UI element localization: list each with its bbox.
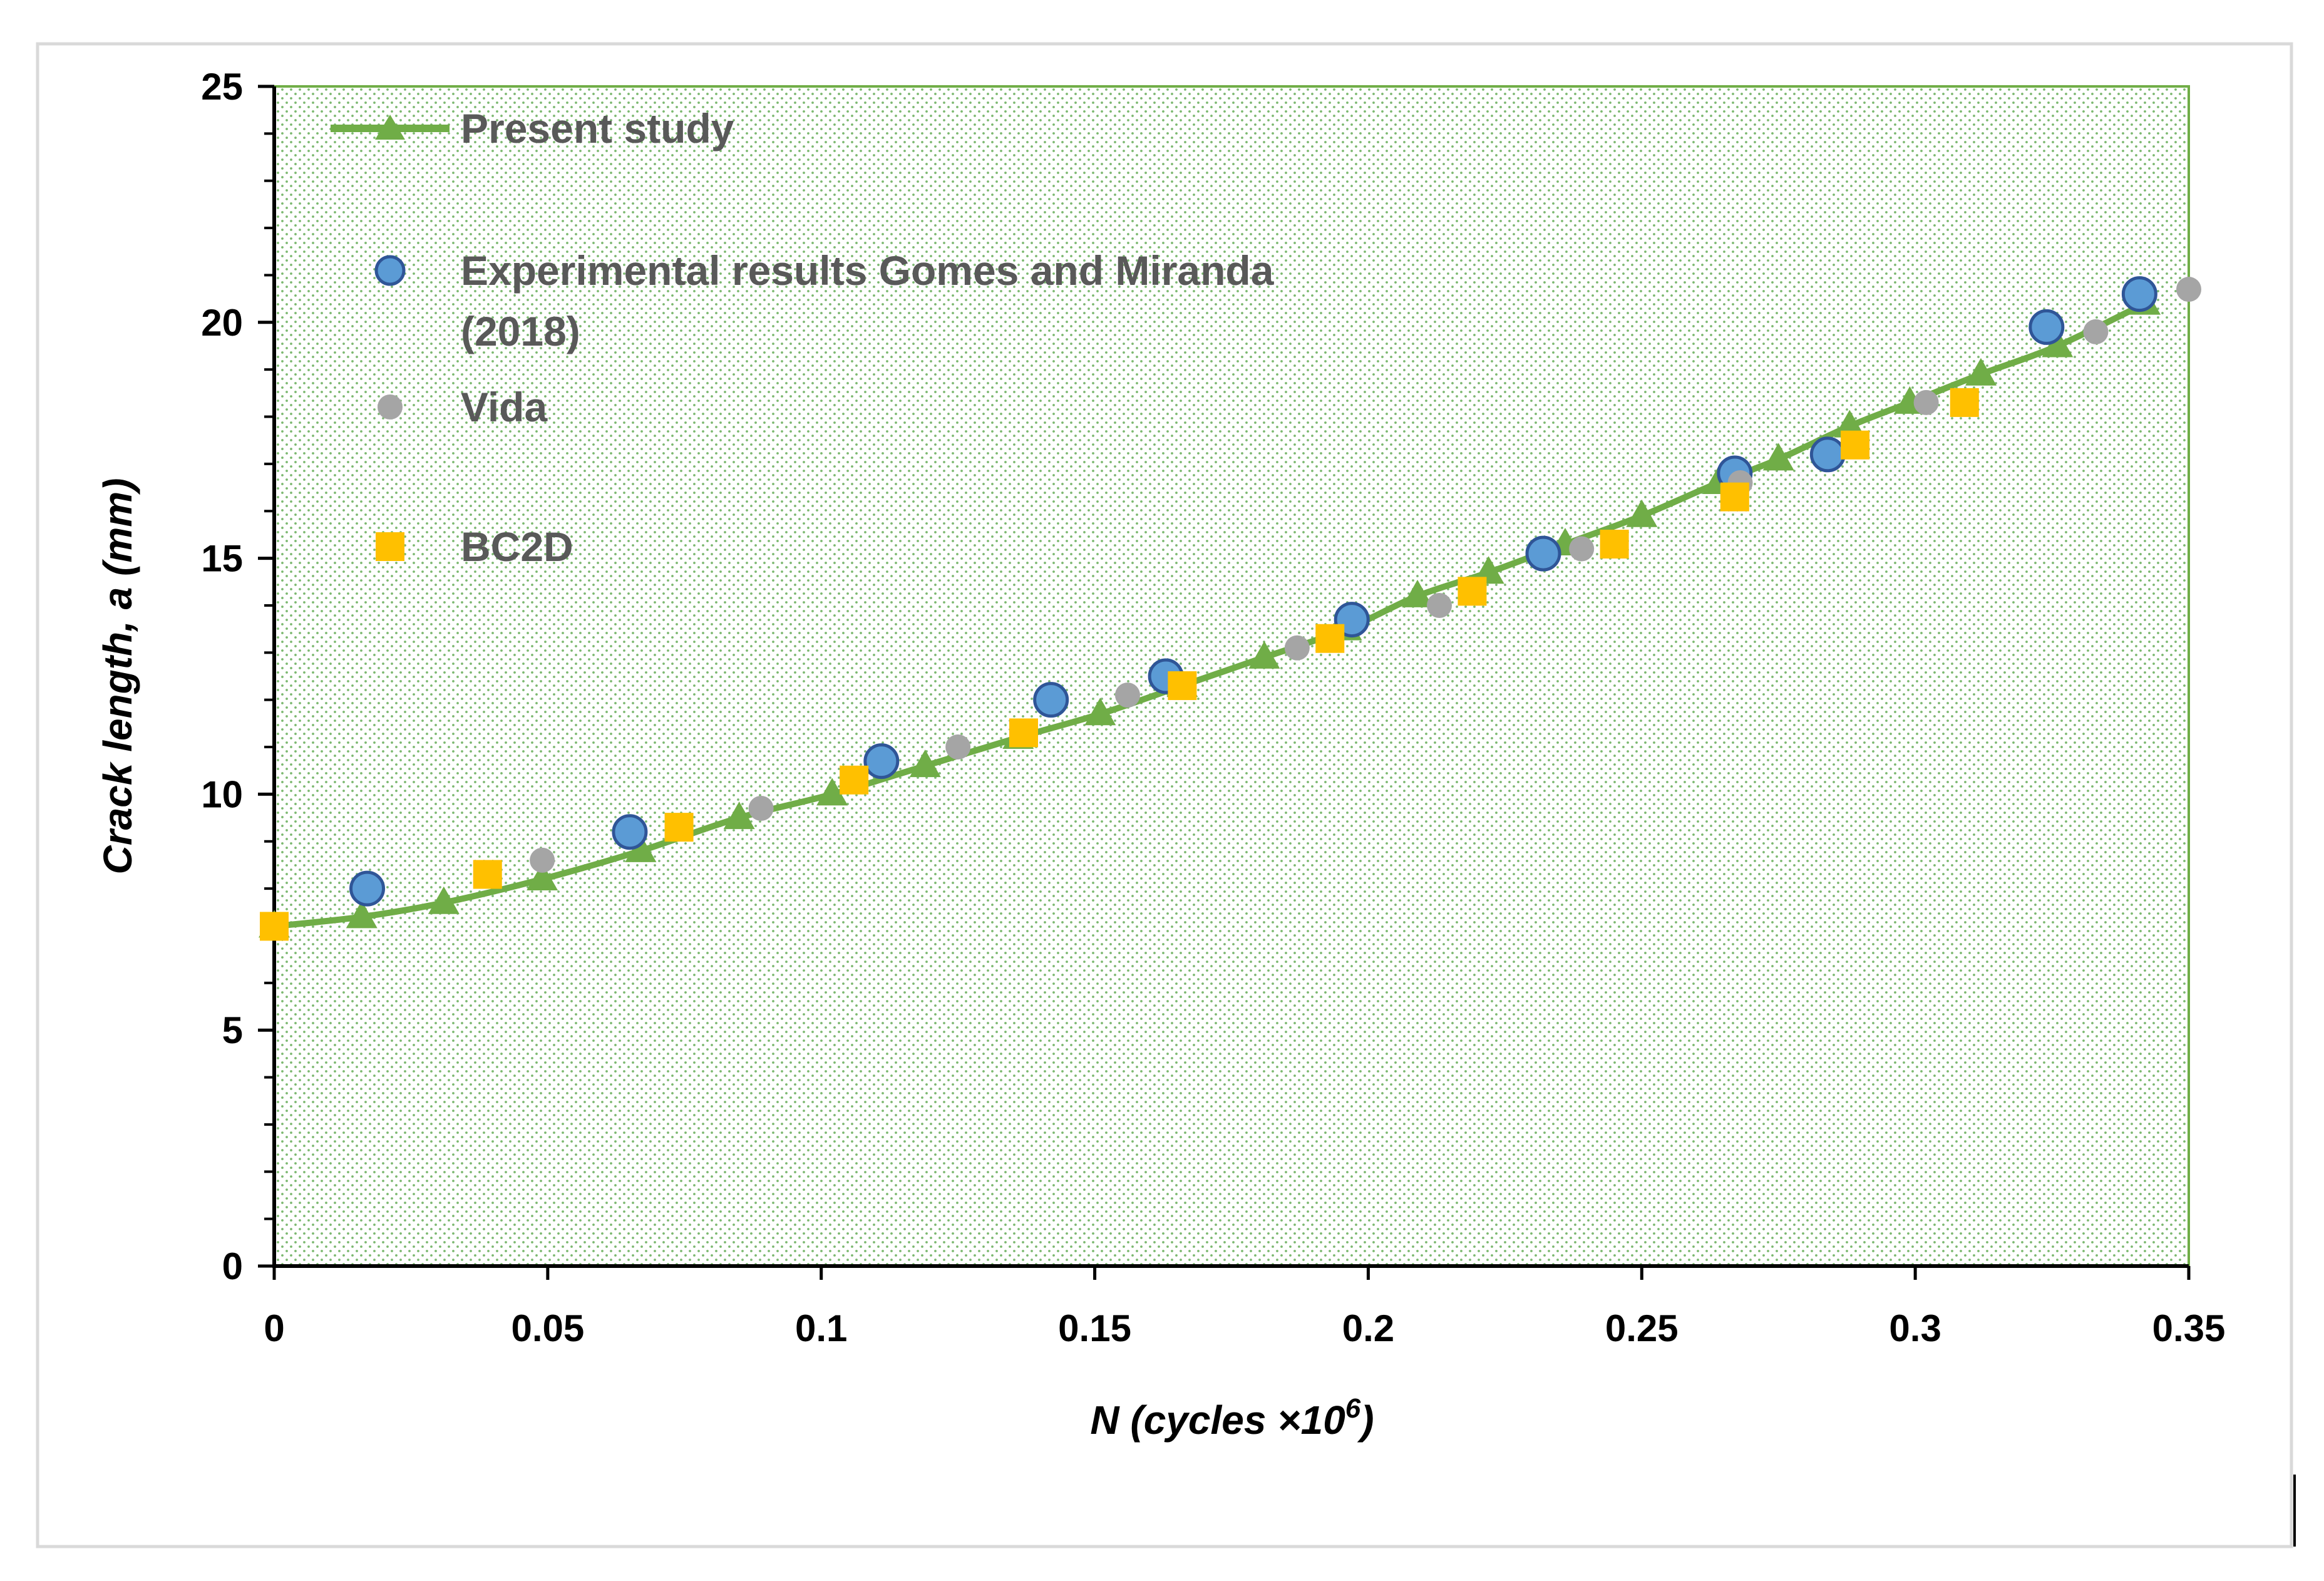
vida-point [1913, 389, 1939, 415]
vida-point [748, 796, 774, 821]
present-study-point [723, 801, 755, 830]
vida-point [2176, 277, 2201, 302]
present-study-point [1834, 409, 1866, 438]
y-axis-title: Crack length, a (mm) [95, 478, 140, 874]
present-study-point [1248, 641, 1280, 669]
vida-point [2083, 319, 2109, 344]
bc2d-point [1950, 388, 1979, 417]
present-study-point [1965, 358, 1997, 386]
legend-label-vida: Vida [461, 384, 548, 430]
x-tick-label: 0 [264, 1307, 284, 1349]
x-tick-label: 0.2 [1342, 1307, 1394, 1349]
legend-triangle-marker [375, 115, 405, 140]
y-tick-label: 25 [201, 66, 243, 108]
vida-point [945, 734, 971, 760]
experimental-point [612, 814, 648, 850]
legend-circle-marker [374, 255, 406, 286]
x-axis-ticks: 0 0.05 0.1 0.15 0.2 0.25 0.3 0.35 [264, 1266, 2225, 1349]
present-study-point [1762, 443, 1794, 471]
present-study-point [625, 834, 657, 862]
vida-point [1284, 635, 1310, 661]
present-study-point [428, 886, 460, 914]
bc2d-point [1168, 671, 1197, 701]
experimental-point [349, 870, 386, 907]
bc2d-point [473, 860, 502, 889]
y-axis-ticks: 0 5 10 15 20 25 [201, 66, 274, 1287]
y-tick-label: 0 [222, 1245, 243, 1287]
present-study-point [346, 900, 378, 929]
x-tick-label: 0.15 [1058, 1307, 1131, 1349]
y-tick-label: 20 [201, 302, 243, 344]
present-study-point [816, 778, 848, 806]
experimental-point [2121, 276, 2157, 312]
plot-area [273, 85, 2190, 1267]
vida-point [1427, 592, 1452, 618]
y-tick-label: 5 [222, 1009, 243, 1051]
present-study-point [1473, 556, 1504, 584]
present-study-point [2042, 329, 2074, 358]
legend-label-bc2d: BC2D [461, 523, 573, 570]
bc2d-point [1720, 482, 1749, 512]
legend-entry-vida: Vida [378, 384, 548, 430]
x-tick-label: 0.3 [1889, 1307, 1941, 1349]
y-tick-label: 15 [201, 538, 243, 580]
x-tick-label: 0.1 [795, 1307, 847, 1349]
experimental-point [863, 743, 900, 780]
present-study-point [527, 863, 558, 891]
legend-entry-experimental: Experimental results Gomes and Miranda (… [374, 247, 1275, 354]
bc2d-point [1600, 529, 1629, 559]
present-study-point [1626, 499, 1658, 527]
legend-label-experimental: Experimental results Gomes and Miranda [461, 247, 1275, 294]
present-study-point [1084, 698, 1116, 726]
bc2d-point [260, 912, 289, 941]
x-tick-label: 0.05 [511, 1307, 584, 1349]
bc2d-point [840, 765, 869, 795]
bc2d-point [1009, 718, 1038, 748]
legend-square-marker [376, 532, 404, 561]
bc2d-point [1841, 430, 1870, 460]
experimental-point [2028, 309, 2065, 345]
bc2d-point [1458, 577, 1487, 606]
x-axis-title: N (cycles ×106) [1090, 1393, 1374, 1443]
legend-entry-bc2d: BC2D [376, 523, 573, 570]
legend-label-present-study: Present study [461, 105, 734, 152]
legend-vida-marker [378, 394, 403, 420]
legend-entry-present-study: Present study [331, 105, 734, 152]
x-tick-label: 0.25 [1605, 1307, 1679, 1349]
experimental-point [1525, 535, 1561, 572]
chart-legend: Present study Experimental results Gomes… [331, 105, 1275, 570]
vida-point [530, 847, 555, 873]
present-study-point [1402, 579, 1434, 607]
vida-point [1569, 536, 1595, 562]
experimental-point [1033, 682, 1069, 718]
bc2d-point [664, 813, 694, 842]
legend-label-experimental-year: (2018) [461, 308, 580, 354]
present-study-point [909, 749, 941, 778]
bc2d-point [1315, 624, 1345, 653]
experimental-point [1809, 436, 1846, 473]
x-tick-label: 0.35 [2152, 1307, 2226, 1349]
series-marker-layer [259, 276, 2201, 941]
vida-point [1114, 682, 1140, 708]
y-tick-label: 10 [201, 773, 243, 815]
